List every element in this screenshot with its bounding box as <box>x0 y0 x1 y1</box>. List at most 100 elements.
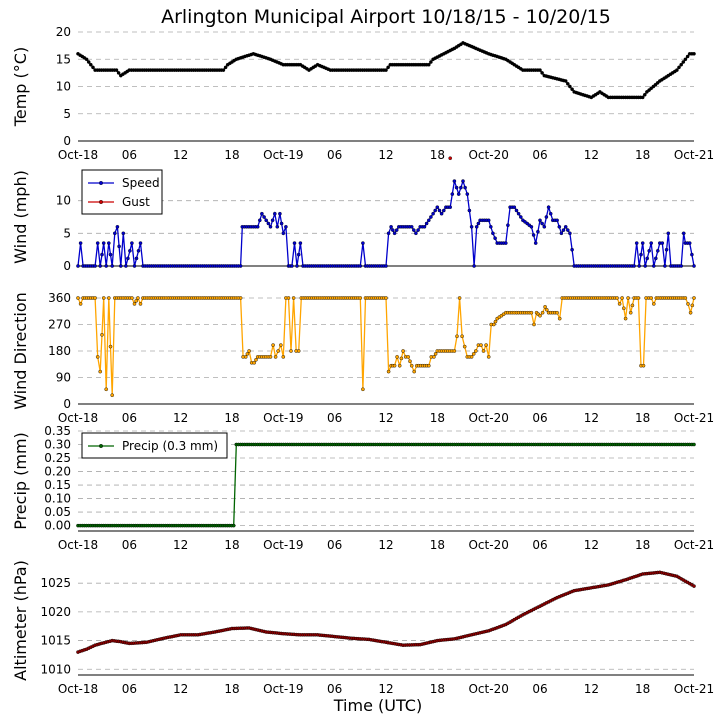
legend-marker <box>98 199 103 204</box>
data-point <box>637 264 642 268</box>
data-point <box>128 248 132 253</box>
x-tick-label: 06 <box>532 538 547 552</box>
data-point <box>395 355 399 359</box>
y-tick-label: 15 <box>56 52 71 66</box>
data-point <box>399 356 404 361</box>
x-tick-label: 12 <box>173 538 188 552</box>
data-point <box>493 236 497 240</box>
data-point <box>538 313 542 318</box>
x-tick-label: Oct-18 <box>58 411 98 425</box>
data-point <box>397 363 402 368</box>
data-point <box>652 264 656 268</box>
data-point <box>491 231 495 236</box>
data-point <box>481 349 486 353</box>
x-tick-label: 06 <box>327 682 342 696</box>
x-tick-label: 06 <box>532 411 547 425</box>
data-point <box>647 248 652 253</box>
legend-label: Precip (0.3 mm) <box>122 439 218 453</box>
data-point <box>538 218 542 223</box>
data-point <box>268 224 273 229</box>
series-temp <box>76 41 696 100</box>
data-point <box>679 62 684 67</box>
data-point <box>266 221 271 226</box>
data-point <box>291 296 296 300</box>
data-point <box>281 231 286 236</box>
data-point <box>546 205 551 209</box>
data-point <box>101 241 106 245</box>
x-tick-label: 18 <box>635 148 650 162</box>
data-point <box>544 215 549 219</box>
x-tick-label: 06 <box>122 538 137 552</box>
data-point <box>84 57 89 62</box>
data-point <box>686 302 690 306</box>
data-point <box>86 60 91 64</box>
data-point <box>124 264 128 268</box>
y-axis-label: Precip (mm) <box>11 432 30 530</box>
data-point <box>257 218 262 223</box>
x-tick-label: 18 <box>430 411 445 425</box>
data-point <box>486 218 491 223</box>
data-point <box>238 264 243 268</box>
data-point <box>687 241 692 245</box>
data-point <box>452 179 457 183</box>
data-point <box>281 355 286 359</box>
data-point <box>465 192 470 196</box>
data-point <box>255 224 260 229</box>
data-point <box>113 231 117 236</box>
data-point <box>104 387 108 392</box>
x-tick-label: Oct-19 <box>263 411 303 425</box>
data-point <box>557 224 562 229</box>
data-point <box>632 264 636 268</box>
data-point <box>231 523 236 528</box>
data-point <box>472 264 476 268</box>
data-point <box>91 65 95 70</box>
x-tick-label: 12 <box>378 538 393 552</box>
panel-precip: 0.000.050.100.150.200.250.300.35 Oct-18 06… <box>11 424 714 552</box>
data-point <box>271 343 275 347</box>
data-point <box>409 363 414 368</box>
data-point <box>275 224 280 229</box>
data-point <box>414 231 418 236</box>
data-point <box>649 296 654 300</box>
data-point <box>89 62 93 67</box>
data-point <box>570 247 574 252</box>
data-point <box>435 205 440 209</box>
x-tick-label: 12 <box>378 682 393 696</box>
data-point <box>543 304 547 309</box>
data-point <box>491 322 496 327</box>
data-point <box>426 62 431 67</box>
panel-dir: 0 90 180 270 360 Oct-18 06 12 18 Oct-19 06 12 18 Oct-… <box>11 291 714 425</box>
data-point <box>296 252 301 257</box>
series-altimeter <box>76 570 696 654</box>
data-point <box>457 296 462 300</box>
data-point <box>459 185 463 190</box>
data-point <box>529 224 534 229</box>
data-point <box>479 343 483 347</box>
panel-wind: 0 5 10 Wind (mph) Speed Gust <box>11 156 696 273</box>
data-point <box>652 302 656 306</box>
data-point <box>110 264 114 268</box>
x-tick-label: 12 <box>378 148 393 162</box>
data-point <box>643 264 648 268</box>
data-point <box>559 231 564 236</box>
data-point <box>252 360 256 365</box>
data-point <box>276 349 281 353</box>
data-point <box>439 211 444 216</box>
data-point <box>98 264 102 268</box>
x-tick-label: Oct-20 <box>468 148 508 162</box>
y-axis-label: Wind Direction <box>11 292 30 410</box>
x-tick-label: 18 <box>224 411 239 425</box>
x-tick-label: 06 <box>327 538 342 552</box>
data-point <box>130 241 134 245</box>
x-axis-label: Time (UTC) <box>333 696 422 715</box>
data-point <box>408 359 412 364</box>
panel-alt: 1010 1015 1020 1025 Oct-18 06 12 18 Oct-19 06 12 18… <box>11 560 714 696</box>
data-point <box>563 79 568 83</box>
data-point <box>467 208 472 213</box>
data-point <box>454 185 459 190</box>
chart-title: Arlington Municipal Airport 10/18/15 - 1… <box>161 6 611 28</box>
data-point <box>462 344 467 349</box>
data-point <box>542 224 547 229</box>
data-point <box>298 241 303 245</box>
data-point <box>101 296 106 300</box>
